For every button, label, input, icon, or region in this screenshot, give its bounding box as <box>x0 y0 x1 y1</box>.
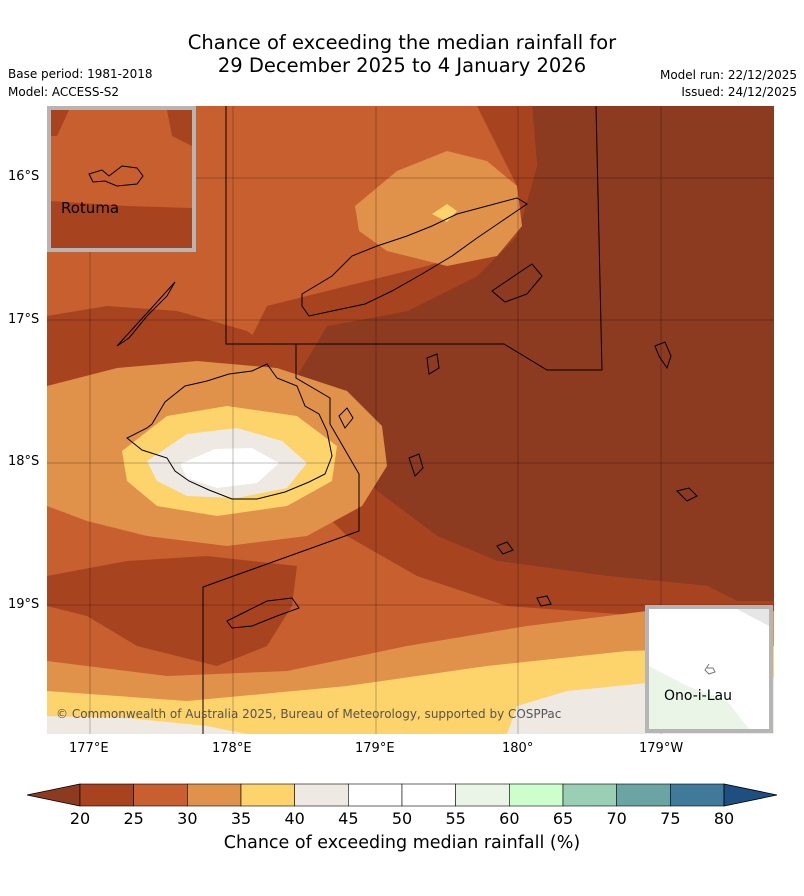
ono-shade-55 <box>649 666 749 729</box>
colorbar-tick-label: 25 <box>123 809 144 828</box>
colorbar-segment <box>455 783 510 807</box>
colorbar-tick-label: 65 <box>552 809 574 828</box>
rotuma-island-coast <box>88 165 144 187</box>
colorbar-tick-label: 60 <box>499 809 520 828</box>
island-west-coast <box>426 353 440 375</box>
colorbar-tick-label: 40 <box>284 809 305 828</box>
colorbar-segment <box>562 783 617 807</box>
vanuabalavu-coast <box>654 341 672 370</box>
ono-shade-gray <box>649 609 769 626</box>
rotuma-shade-25-ne <box>167 110 192 146</box>
rainfall-map: © Commonwealth of Australia 2025, Bureau… <box>47 106 774 734</box>
colorbar-segment <box>616 783 671 807</box>
coastlines <box>116 197 698 629</box>
colorbar-segment <box>670 783 725 807</box>
issued-date: Issued: 24/12/2025 <box>681 85 797 99</box>
model-run: Model run: 22/12/2025 <box>659 68 797 82</box>
map-title-line2: 29 December 2025 to 4 January 2026 <box>217 54 587 77</box>
lon-label: 178°E <box>212 741 252 756</box>
colorbar-segment <box>187 783 242 807</box>
colorbar-segment <box>79 783 134 807</box>
rotuma-label: Rotuma <box>61 199 120 217</box>
totoya-coast <box>496 541 514 555</box>
ono-inset <box>645 605 773 733</box>
base-period: Base period: 1981-2018 <box>8 67 153 81</box>
shade-20-east <box>297 106 774 601</box>
rotuma-inset <box>47 106 196 252</box>
lat-label: 16°S <box>8 169 40 184</box>
shade-25-southwest <box>47 556 297 666</box>
lon-label: 179°E <box>355 741 395 756</box>
shade-25-north <box>237 106 774 626</box>
viti-levu-coast <box>126 363 333 500</box>
island-east-coast <box>536 595 552 607</box>
colorbar-tick-label: 55 <box>445 809 466 828</box>
lat-label: 18°S <box>8 454 40 469</box>
lon-label: 179°W <box>639 741 684 756</box>
boundary-lines <box>202 106 603 734</box>
model-name: Model: ACCESS-S2 <box>8 85 120 99</box>
vanua-levu-coast <box>301 197 528 317</box>
map-copyright: © Commonwealth of Australia 2025, Bureau… <box>56 707 561 721</box>
kadavu-coast <box>226 597 300 629</box>
rotuma-shade-25-south <box>51 201 192 248</box>
colorbar-tick-label: 75 <box>660 809 681 828</box>
lon-label: 177°E <box>69 741 109 756</box>
shade-35-vanualevu <box>355 151 522 266</box>
lat-label: 17°S <box>8 312 40 327</box>
colorbar-segment <box>348 783 403 807</box>
colorbar-segment <box>509 783 564 807</box>
colorbar-segment <box>133 783 188 807</box>
taveuni-coast <box>491 263 543 303</box>
colorbar-tick-label: 80 <box>713 809 735 828</box>
colorbar-under-arrow <box>26 783 81 807</box>
ono-island-coast <box>704 663 716 675</box>
lat-label: 19°S <box>8 597 40 612</box>
colorbar-tick-label: 50 <box>391 809 413 828</box>
shade-45-southwest <box>47 716 247 734</box>
lakeba-coast <box>676 487 698 502</box>
shade-50-vitilevu <box>180 448 279 488</box>
colorbar-segment <box>401 783 456 807</box>
rotuma-shade-25-nw <box>51 110 69 136</box>
ovalau-coast <box>338 407 354 429</box>
colorbar-segment <box>240 783 295 807</box>
colorbar-title: Chance of exceeding median rainfall (%) <box>223 833 581 853</box>
colorbar-segment <box>294 783 349 807</box>
colorbar-tick-label: 35 <box>230 809 252 828</box>
map-title-line1: Chance of exceeding the median rainfall … <box>187 31 617 54</box>
colorbar <box>26 783 778 807</box>
colorbar-tick-label: 20 <box>69 809 91 828</box>
ono-label: Ono-i-Lau <box>664 688 732 704</box>
colorbar-tick-label: 45 <box>338 809 359 828</box>
colorbar-over-arrow <box>723 783 778 807</box>
colorbar-tick-label: 70 <box>606 809 627 828</box>
yasawa-coast <box>116 281 176 347</box>
colorbar-tick-label: 30 <box>177 809 198 828</box>
moala-coast <box>408 453 424 477</box>
lon-label: 180° <box>502 741 534 756</box>
